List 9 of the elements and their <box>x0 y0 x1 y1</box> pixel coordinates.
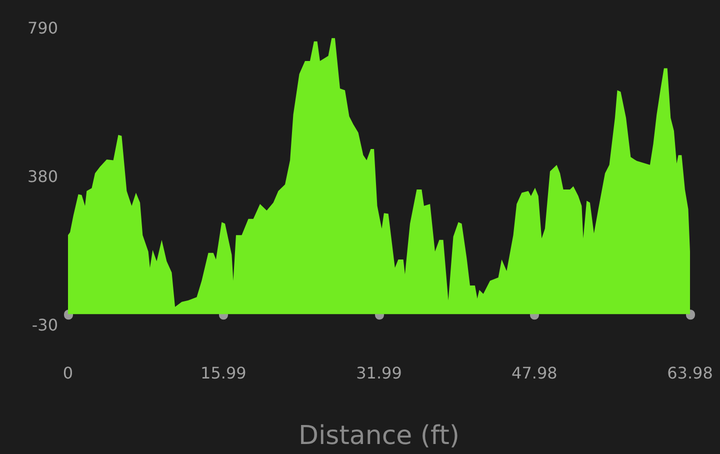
x-tick-label: 47.98 <box>512 364 558 382</box>
x-tick-label: 63.98 <box>667 364 713 382</box>
x-tick-label: 0 <box>62 364 74 382</box>
x-axis-title: Distance (ft) <box>298 421 460 451</box>
y-tick-label: 790 <box>27 18 58 38</box>
x-tick-label: 31.99 <box>356 364 402 382</box>
y-tick-label: -30 <box>32 316 58 334</box>
y-tick-label: 380 <box>27 167 58 186</box>
x-tick-label: 15.99 <box>200 364 246 382</box>
